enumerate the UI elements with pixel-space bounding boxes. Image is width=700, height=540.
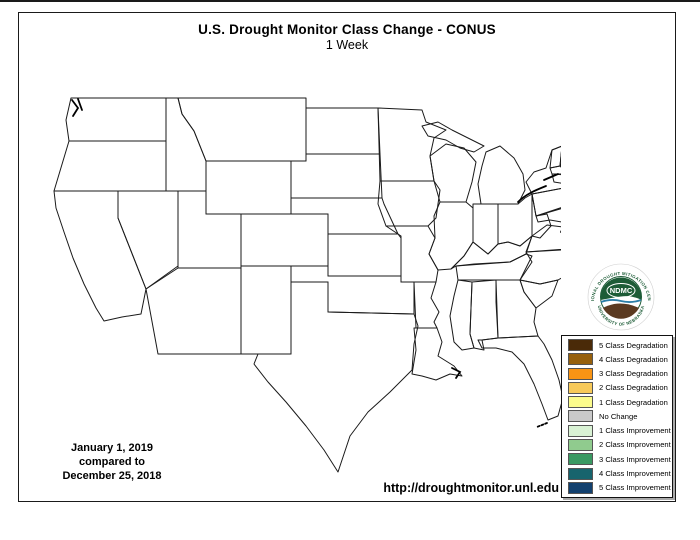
logo-green-sky (600, 277, 642, 300)
legend-item: 3 Class Degradation (568, 367, 672, 380)
legend-item: 2 Class Improvement (568, 438, 672, 451)
ndmc-logo: NATIONAL DROUGHT MITIGATION CENTER UNIVE… (586, 262, 655, 331)
legend-label: 1 Class Improvement (599, 426, 671, 436)
legend-swatch-nochange (568, 410, 593, 423)
page-subtitle: 1 Week (325, 38, 369, 52)
legend-swatch-deg5 (568, 339, 593, 352)
legend-label: 1 Class Degradation (599, 397, 668, 407)
date-line-compared: compared to (78, 456, 145, 468)
logo-water-wave (600, 299, 642, 303)
legend-item: 1 Class Degradation (568, 396, 672, 409)
legend-label: 2 Class Improvement (599, 440, 671, 450)
legend-item: 1 Class Improvement (568, 424, 672, 437)
content-frame: U.S. Drought Monitor Class Change - CONU… (18, 12, 676, 502)
legend-swatch-imp4 (568, 467, 593, 480)
legend-item: 3 Class Improvement (568, 453, 672, 466)
legend-label: 2 Class Degradation (599, 383, 668, 393)
legend-swatch-imp2 (568, 438, 593, 451)
legend-label: 4 Class Improvement (599, 469, 671, 479)
date-range: January 1, 2019 compared to December 25,… (37, 441, 187, 483)
legend-label: 3 Class Degradation (599, 369, 668, 379)
logo-brown-soil (603, 303, 639, 319)
legend-swatch-imp1 (568, 424, 593, 437)
legend-swatch-imp5 (568, 481, 593, 494)
conus-map (53, 97, 561, 473)
date-line-current: January 1, 2019 (71, 442, 153, 454)
top-border-line (0, 0, 700, 2)
legend-item: 4 Class Degradation (568, 353, 672, 366)
legend-label: 5 Class Improvement (599, 483, 671, 493)
date-line-previous: December 25, 2018 (62, 470, 162, 482)
logo-acronym: NDMC (610, 286, 633, 295)
legend-item: 2 Class Degradation (568, 381, 672, 394)
legend-swatch-deg2 (568, 381, 593, 394)
logo-ndmc-ellipse (606, 283, 636, 298)
legend-item: 4 Class Improvement (568, 467, 672, 480)
url-label: http://droughtmonitor.unl.edu (383, 481, 559, 495)
legend-label: No Change (599, 411, 638, 421)
legend-item: No Change (568, 410, 672, 423)
map-coast-details (71, 98, 561, 428)
legend-label: 4 Class Degradation (599, 354, 668, 364)
legend-swatch-deg1 (568, 396, 593, 409)
legend-swatch-deg3 (568, 367, 593, 380)
legend-label: 3 Class Improvement (599, 454, 671, 464)
legend-item: 5 Class Degradation (568, 339, 672, 352)
legend-box: 5 Class Degradation 4 Class Degradation … (561, 335, 673, 498)
legend-label: 5 Class Degradation (599, 340, 668, 350)
legend-item: 5 Class Improvement (568, 481, 672, 494)
page-title: U.S. Drought Monitor Class Change - CONU… (198, 22, 496, 37)
legend-swatch-deg4 (568, 353, 593, 366)
legend-swatch-imp3 (568, 453, 593, 466)
